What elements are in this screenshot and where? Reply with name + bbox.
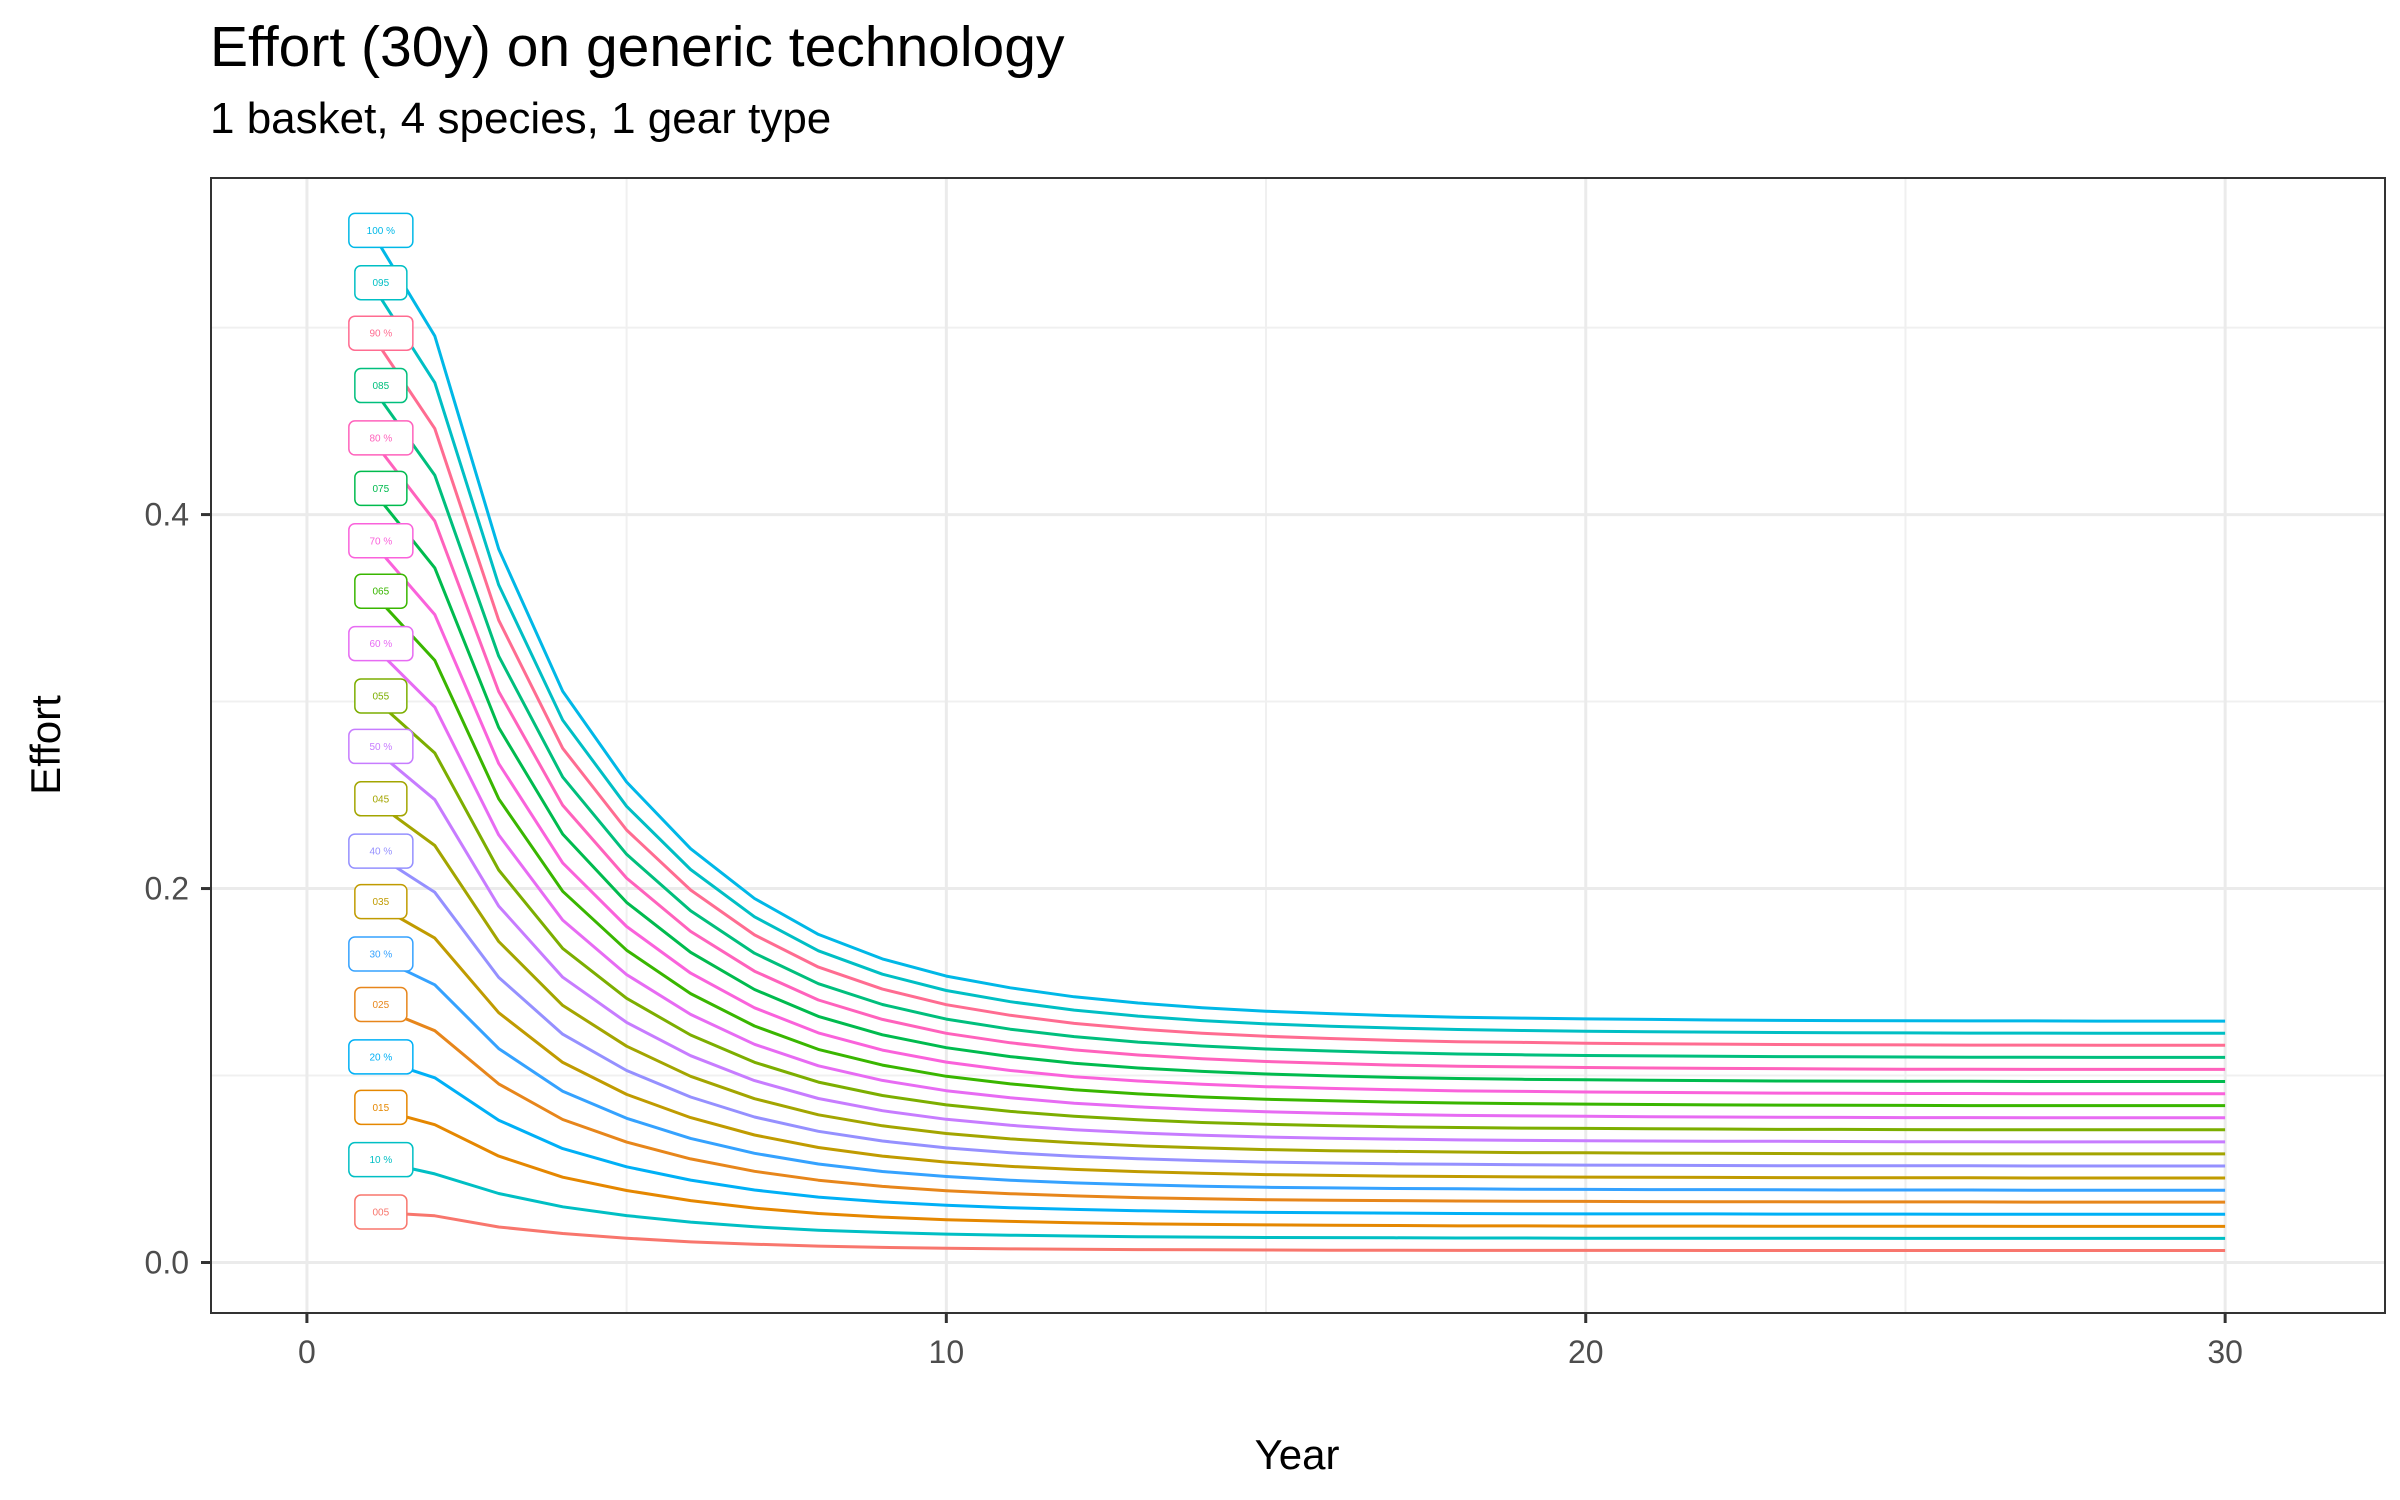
- series-label: 045: [354, 781, 408, 817]
- series-label-box: [348, 728, 414, 765]
- series-label: 085: [354, 367, 408, 404]
- series-line: [369, 539, 2226, 1096]
- series-lines: [369, 229, 2226, 1252]
- series-line: [370, 1055, 2226, 1216]
- series-line: [369, 745, 2226, 1144]
- series-line: [369, 642, 2226, 1120]
- axes: 0 10 20 30 0.0 0.2 0.4: [145, 497, 2243, 1370]
- series-label-text: 015: [373, 1103, 390, 1114]
- series-label: 100 %: [348, 212, 414, 249]
- series-label-box: [354, 781, 408, 817]
- series-label-text: 035: [373, 897, 390, 908]
- series-label-box: [348, 1039, 414, 1075]
- y-tick-label: 0.2: [145, 871, 189, 907]
- series-line: [370, 1105, 2226, 1228]
- series-label-box: [348, 833, 414, 869]
- series-label-text: 10 %: [369, 1155, 392, 1166]
- series-label: 015: [354, 1089, 408, 1126]
- series-line: [370, 1003, 2226, 1204]
- series-label-box: [354, 573, 408, 609]
- series-labels: 005 10 % 015 20 % 025 30 % 035 40 % 045 50 % 055 60…: [348, 212, 414, 1230]
- series-label-box: [354, 367, 408, 404]
- x-axis-title: Year: [1255, 1431, 1340, 1478]
- x-tick-label: 10: [929, 1334, 965, 1370]
- series-label-box: [354, 470, 408, 507]
- series-label-text: 20 %: [369, 1052, 392, 1063]
- series-label: 60 %: [348, 625, 414, 662]
- series-label: 055: [354, 678, 408, 714]
- series-label-text: 025: [373, 1000, 390, 1011]
- series-label-box: [348, 420, 414, 456]
- series-label-box: [354, 264, 408, 301]
- series-line: [369, 590, 2226, 1108]
- series-label-box: [354, 678, 408, 714]
- series-label: 70 %: [348, 523, 414, 559]
- series-label-text: 005: [373, 1208, 390, 1219]
- series-label-text: 40 %: [369, 847, 392, 858]
- series-label-box: [354, 986, 408, 1023]
- series-label: 005: [354, 1194, 408, 1230]
- series-line: [369, 694, 2226, 1132]
- series-label-box: [348, 936, 414, 972]
- series-label-text: 095: [373, 278, 390, 289]
- series-label: 035: [354, 883, 408, 920]
- series-label: 095: [354, 264, 408, 301]
- series-label-box: [348, 523, 414, 559]
- series-label-text: 085: [373, 381, 390, 392]
- series-label: 025: [354, 986, 408, 1023]
- series-label-box: [348, 625, 414, 662]
- series-label-box: [348, 1141, 414, 1178]
- series-label: 065: [354, 573, 408, 609]
- series-line: [369, 229, 2226, 1023]
- y-tick-label: 0.0: [145, 1245, 189, 1281]
- series-line: [369, 436, 2226, 1071]
- series-label: 10 %: [348, 1141, 414, 1178]
- series-label-text: 055: [373, 691, 390, 702]
- y-axis-title: Effort: [22, 695, 69, 795]
- series-label-text: 075: [373, 484, 390, 495]
- series-label-text: 045: [373, 794, 390, 805]
- series-label-text: 80 %: [369, 433, 392, 444]
- series-line: [370, 900, 2226, 1180]
- series-label: 20 %: [348, 1039, 414, 1075]
- series-line: [370, 1158, 2226, 1240]
- series-label-text: 90 %: [369, 329, 392, 340]
- series-line: [369, 281, 2226, 1035]
- series-line: [369, 487, 2226, 1083]
- series-label-text: 30 %: [369, 949, 392, 960]
- x-tick-label: 30: [2207, 1334, 2243, 1370]
- series-line: [369, 384, 2226, 1059]
- series-label-text: 70 %: [369, 536, 392, 547]
- series-label: 30 %: [348, 936, 414, 972]
- x-tick-label: 20: [1568, 1334, 1604, 1370]
- series-label-box: [354, 1194, 408, 1230]
- series-label: 90 %: [348, 315, 414, 351]
- plot-border: [210, 177, 2386, 1314]
- series-label-box: [354, 883, 408, 920]
- series-label: 80 %: [348, 420, 414, 456]
- series-label-text: 100 %: [367, 226, 395, 237]
- series-label: 40 %: [348, 833, 414, 869]
- series-line: [370, 797, 2226, 1156]
- series-label: 50 %: [348, 728, 414, 765]
- chart-subtitle: 1 basket, 4 species, 1 gear type: [210, 94, 832, 143]
- series-line: [369, 332, 2226, 1047]
- series-label-text: 60 %: [369, 639, 392, 650]
- series-label: 075: [354, 470, 408, 507]
- series-line: [370, 952, 2226, 1192]
- series-label-box: [354, 1089, 408, 1126]
- series-line: [370, 1210, 2226, 1252]
- y-tick-label: 0.4: [145, 497, 189, 533]
- chart-title: Effort (30y) on generic technology: [210, 15, 1065, 79]
- series-label-text: 065: [373, 587, 390, 598]
- x-tick-label: 0: [298, 1334, 316, 1370]
- series-label-box: [348, 212, 414, 249]
- series-label-text: 50 %: [369, 742, 392, 753]
- series-label-box: [348, 315, 414, 351]
- series-line: [370, 849, 2226, 1168]
